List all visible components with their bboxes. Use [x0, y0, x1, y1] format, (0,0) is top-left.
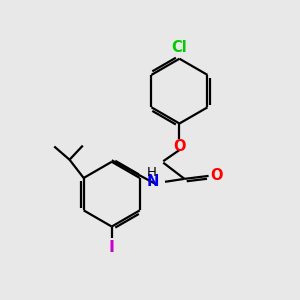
Text: I: I	[109, 239, 115, 254]
Text: Cl: Cl	[172, 40, 187, 55]
Text: H: H	[147, 166, 157, 179]
Text: O: O	[173, 139, 186, 154]
Text: N: N	[146, 174, 158, 189]
Text: O: O	[210, 168, 223, 183]
